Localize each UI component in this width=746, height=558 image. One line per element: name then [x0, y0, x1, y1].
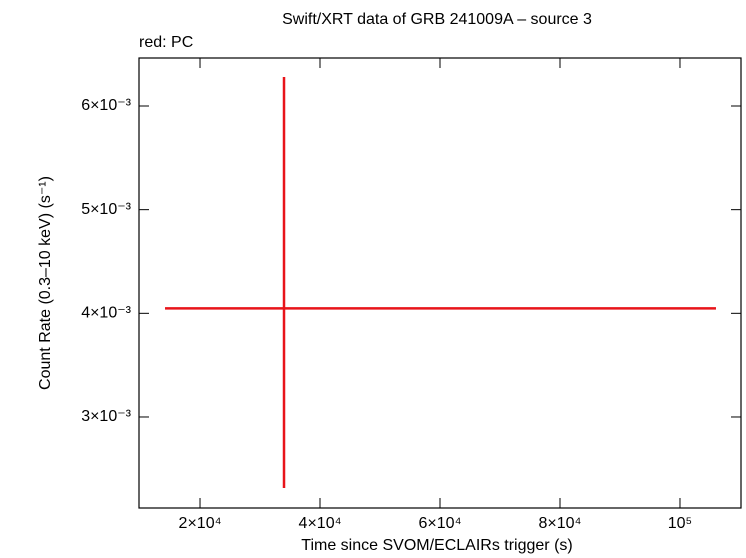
x-tick-label: 2×10⁴	[179, 515, 222, 532]
x-axis-label: Time since SVOM/ECLAIRs trigger (s)	[301, 537, 572, 554]
y-tick-label: 4×10⁻³	[81, 305, 131, 322]
y-tick-label: 6×10⁻³	[81, 97, 131, 114]
x-tick-label: 10⁵	[668, 515, 692, 532]
y-tick-label: 5×10⁻³	[81, 201, 131, 218]
y-tick-label: 3×10⁻³	[81, 408, 131, 425]
x-tick-label: 8×10⁴	[539, 515, 582, 532]
y-axis-label: Count Rate (0.3–10 keV) (s⁻¹)	[37, 176, 54, 390]
annotation: red: PC	[139, 34, 193, 51]
plot-frame	[138, 57, 742, 509]
x-tick-label: 4×10⁴	[299, 515, 342, 532]
chart-title: Swift/XRT data of GRB 241009A – source 3	[282, 11, 592, 28]
x-tick-label: 6×10⁴	[419, 515, 462, 532]
